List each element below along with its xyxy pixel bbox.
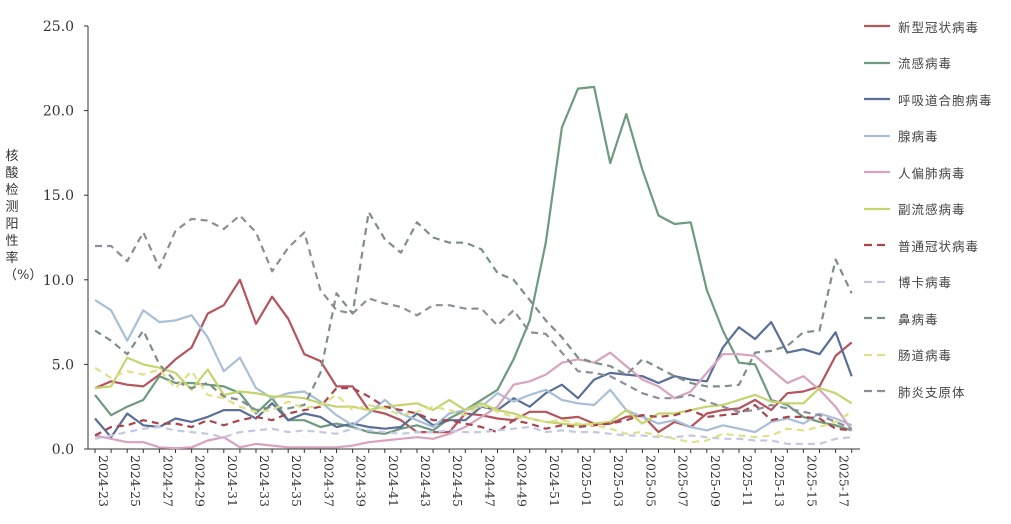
legend-label: 普通冠状病毒 bbox=[898, 238, 980, 254]
series-line-7 bbox=[94, 387, 852, 437]
series-line-6 bbox=[94, 356, 853, 427]
x-tick-label: 2024-35 bbox=[289, 455, 304, 507]
y-tick-label: 0.0 bbox=[52, 442, 74, 458]
legend-label: 人偏肺病毒 bbox=[898, 165, 966, 181]
x-tick-label: 2025-17 bbox=[837, 455, 852, 507]
x-tick-label: 2024-41 bbox=[386, 455, 401, 507]
legend-item: 普通冠状病毒 bbox=[862, 227, 1011, 264]
legend-label: 肠道病毒 bbox=[898, 348, 953, 364]
y-tick-label: 15.0 bbox=[43, 188, 74, 204]
series-line-9 bbox=[94, 211, 853, 412]
legend-item: 肠道病毒 bbox=[862, 337, 1011, 374]
legend-swatch bbox=[864, 25, 890, 28]
x-tick-label: 2024-39 bbox=[354, 455, 369, 507]
y-tick-label: 10.0 bbox=[43, 273, 74, 289]
legend-label: 鼻病毒 bbox=[898, 311, 939, 327]
x-tick-label: 2024-43 bbox=[418, 455, 433, 507]
legend-item: 流感病毒 bbox=[862, 45, 1011, 82]
legend-swatch bbox=[864, 171, 890, 174]
legend: 新型冠状病毒 流感病毒呼吸道合胞病毒 腺病毒人偏肺病毒副流感病毒普通冠状病毒 博卡病毒… bbox=[862, 8, 1011, 410]
x-tick-label: 2024-47 bbox=[482, 455, 497, 507]
x-tick-label: 2024-45 bbox=[450, 455, 465, 507]
x-tick-label: 2025-07 bbox=[676, 455, 691, 507]
legend-label: 新型冠状病毒 bbox=[898, 19, 980, 35]
legend-label: 呼吸道合胞病毒 bbox=[898, 92, 993, 108]
legend-swatch bbox=[864, 61, 890, 64]
x-tick-label: 2024-49 bbox=[515, 455, 530, 507]
legend-item: 人偏肺病毒 bbox=[862, 154, 1011, 191]
series-line-10 bbox=[94, 366, 853, 444]
legend-item: 副流感病毒 bbox=[862, 191, 1011, 228]
legend-label: 腺病毒 bbox=[898, 129, 939, 145]
legend-label: 肺炎支原体 bbox=[898, 384, 966, 400]
legend-label: 副流感病毒 bbox=[898, 202, 966, 218]
series-line-3 bbox=[94, 321, 853, 439]
legend-swatch bbox=[864, 317, 890, 320]
legend-label: 流感病毒 bbox=[898, 56, 953, 72]
x-tick-label: 2025-03 bbox=[611, 455, 626, 507]
legend-swatch bbox=[864, 390, 890, 393]
y-tick-label: 5.0 bbox=[52, 357, 74, 373]
x-tick-label: 2024-37 bbox=[321, 455, 336, 507]
y-tick-label: 25.0 bbox=[43, 19, 74, 35]
series-lines bbox=[94, 85, 853, 450]
x-tick-label: 2024-25 bbox=[128, 455, 143, 507]
x-tick-label: 2024-29 bbox=[193, 455, 208, 507]
legend-item: 博卡病毒 bbox=[862, 264, 1011, 301]
series-line-4 bbox=[94, 299, 853, 434]
x-tick-label: 2024-31 bbox=[225, 455, 240, 507]
x-tick-label: 2025-01 bbox=[579, 455, 594, 507]
series-line-11 bbox=[95, 214, 853, 430]
x-tick-label: 2025-13 bbox=[772, 455, 787, 507]
x-tick-label: 2024-27 bbox=[160, 455, 175, 507]
legend-swatch bbox=[864, 244, 890, 247]
legend-swatch bbox=[864, 98, 890, 101]
legend-item: 呼吸道合胞病毒 bbox=[862, 81, 1011, 118]
legend-swatch bbox=[864, 353, 890, 356]
legend-swatch bbox=[864, 134, 890, 137]
y-tick-label: 20.0 bbox=[43, 104, 74, 120]
legend-item: 肺炎支原体 bbox=[862, 373, 1011, 410]
x-tick-label: 2024-23 bbox=[96, 455, 111, 507]
legend-item: 腺病毒 bbox=[862, 118, 1011, 155]
legend-item: 鼻病毒 bbox=[862, 300, 1011, 337]
x-tick-label: 2024-51 bbox=[547, 455, 562, 507]
x-tick-label: 2025-15 bbox=[804, 455, 819, 507]
legend-swatch bbox=[864, 280, 890, 283]
x-tick-label: 2025-09 bbox=[708, 455, 723, 507]
legend-item: 新型冠状病毒 bbox=[862, 8, 1011, 45]
x-tick-label: 2025-05 bbox=[643, 455, 658, 507]
series-line-5 bbox=[94, 351, 853, 450]
y-axis-title: 核酸检测阳性率（%） bbox=[4, 149, 43, 283]
x-tick-label: 2025-11 bbox=[740, 455, 755, 507]
x-tick-label: 2024-33 bbox=[257, 455, 272, 507]
legend-label: 博卡病毒 bbox=[898, 275, 953, 291]
series-line-2 bbox=[94, 85, 853, 435]
series-line-8 bbox=[94, 425, 852, 445]
legend-swatch bbox=[864, 207, 890, 210]
axes: 0.0 5.0 10.0 15.0 20.0 25.0 2024-23 2024-25 2024… bbox=[43, 19, 860, 507]
